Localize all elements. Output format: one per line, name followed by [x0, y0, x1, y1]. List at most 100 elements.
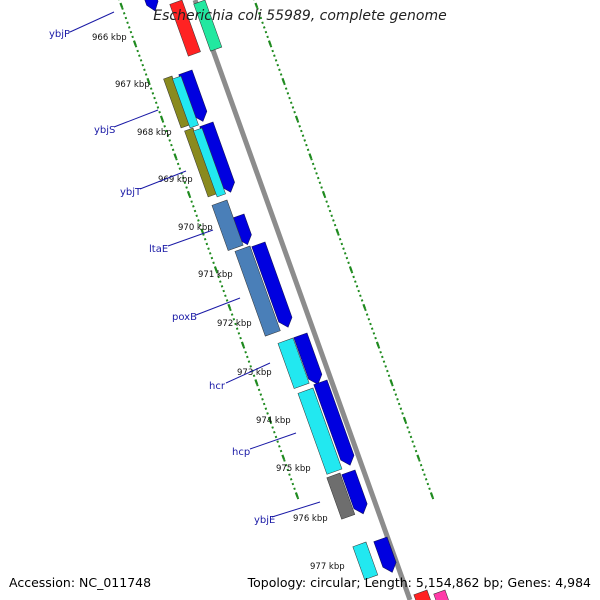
cds-hcp-shape	[313, 379, 355, 466]
cds-ybjS	[178, 69, 208, 122]
cds-ybjS-shape	[178, 69, 208, 122]
outer-ring-tick	[387, 374, 391, 378]
gene-label-hcr: hcr	[209, 381, 226, 392]
inner-ring-tick	[230, 313, 234, 316]
inner-ring-tick	[205, 242, 209, 246]
outer-ring-tick	[256, 7, 259, 10]
outer-ring-tick	[338, 237, 342, 241]
outer-ring-tick	[273, 54, 276, 57]
kbp-label: 977 kbp	[310, 562, 345, 572]
inner-ring-tick	[134, 44, 138, 48]
inner-ring-tick	[247, 360, 251, 363]
outer-ring-tick	[354, 280, 357, 283]
inner-ring-tick	[119, 2, 124, 9]
outer-ring-tick	[406, 426, 409, 429]
inner-ring-tick	[186, 190, 191, 197]
feature-mint	[193, 0, 223, 52]
outer-ring-tick	[261, 21, 264, 25]
inner-ring-tick	[122, 12, 126, 15]
outer-ring-tick	[431, 496, 435, 500]
outer-ring-tick	[413, 445, 416, 448]
feature-red-bottom	[413, 589, 433, 600]
outer-ring-tick	[399, 407, 403, 410]
outer-ring-tick	[360, 299, 364, 302]
cds-hcr	[293, 332, 323, 385]
outer-ring-tick	[408, 430, 411, 434]
inner-ring-tick	[131, 35, 134, 39]
gene-label-ltaE: ltaE	[149, 244, 168, 255]
inner-ring-tick	[165, 129, 168, 133]
outer-ring-tick	[375, 341, 380, 347]
inner-ring-tick	[252, 374, 256, 378]
outer-ring-tick	[310, 157, 313, 161]
inner-ring-tick	[188, 195, 192, 199]
gene-hcp	[297, 387, 343, 475]
outer-ring-tick	[426, 482, 430, 486]
outer-ring-tick	[289, 101, 293, 105]
outer-ring-tick	[276, 63, 280, 67]
gene-leader-line	[69, 11, 115, 33]
outer-ring-tick	[382, 360, 386, 363]
outer-ring-tick	[332, 219, 335, 222]
outer-ring-tick	[364, 308, 367, 312]
inner-ring-tick	[149, 87, 153, 90]
outer-ring-tick	[355, 285, 359, 288]
outer-ring-tick	[365, 313, 369, 316]
inner-ring-tick	[293, 487, 296, 491]
inner-ring-tick	[141, 63, 145, 67]
inner-ring-tick	[254, 379, 259, 385]
outer-ring-tick	[423, 473, 426, 476]
outer-ring-tick	[374, 336, 377, 340]
inner-ring-tick	[203, 237, 207, 241]
outer-ring-tick	[401, 412, 404, 415]
inner-ring-tick	[178, 167, 182, 170]
inner-ring-tick	[192, 205, 195, 208]
inner-ring-tick	[198, 223, 202, 227]
outer-ring-tick	[347, 261, 350, 265]
outer-ring-tick	[313, 167, 317, 170]
inner-ring-tick	[269, 421, 273, 425]
outer-ring-tick	[318, 181, 322, 185]
gene-label-ybjT: ybjT	[120, 187, 142, 198]
kbp-label: 966 kbp	[92, 33, 127, 43]
inner-ring-tick	[158, 110, 161, 114]
outer-ring-tick	[429, 492, 434, 498]
gene-cyan-2-shape	[193, 127, 226, 198]
outer-ring-tick	[279, 73, 283, 76]
inner-ring-tick	[246, 355, 249, 359]
inner-ring-tick	[284, 463, 288, 467]
inner-ring-tick	[240, 341, 245, 347]
outer-ring-tick	[369, 322, 372, 326]
outer-ring-tick	[296, 120, 300, 123]
genome-summary: Topology: circular; Length: 5,154,862 bp…	[247, 575, 591, 590]
outer-ring-tick	[342, 247, 345, 250]
outer-ring-tick	[348, 266, 353, 272]
gene-bottom	[352, 541, 379, 580]
outer-ring-tick	[257, 12, 261, 15]
inner-ring-tick	[278, 445, 281, 448]
outer-ring-tick	[396, 398, 399, 401]
outer-ring-tick	[397, 402, 401, 406]
inner-ring-tick	[127, 26, 131, 29]
inner-ring-tick	[279, 449, 283, 453]
inner-ring-tick	[200, 228, 205, 234]
outer-ring-tick	[327, 205, 330, 208]
inner-ring-tick	[219, 280, 222, 283]
gene-hcr	[277, 337, 310, 389]
inner-ring-tick	[234, 322, 237, 326]
gene-cyan-1-shape	[172, 75, 199, 129]
outer-ring-tick	[274, 59, 278, 62]
outer-ring-tick	[340, 242, 344, 246]
inner-ring-tick	[274, 435, 278, 439]
inner-ring-tick	[262, 402, 266, 406]
inner-ring-tick	[286, 468, 290, 472]
gene-bottom-shape	[352, 541, 379, 580]
inner-ring-tick	[154, 101, 158, 105]
inner-tick-ring	[118, 0, 300, 500]
inner-ring-tick	[171, 148, 175, 152]
inner-ring-tick	[208, 252, 212, 255]
inner-ring-tick	[138, 54, 141, 57]
outer-ring-tick	[428, 487, 431, 491]
inner-ring-tick	[156, 106, 160, 109]
